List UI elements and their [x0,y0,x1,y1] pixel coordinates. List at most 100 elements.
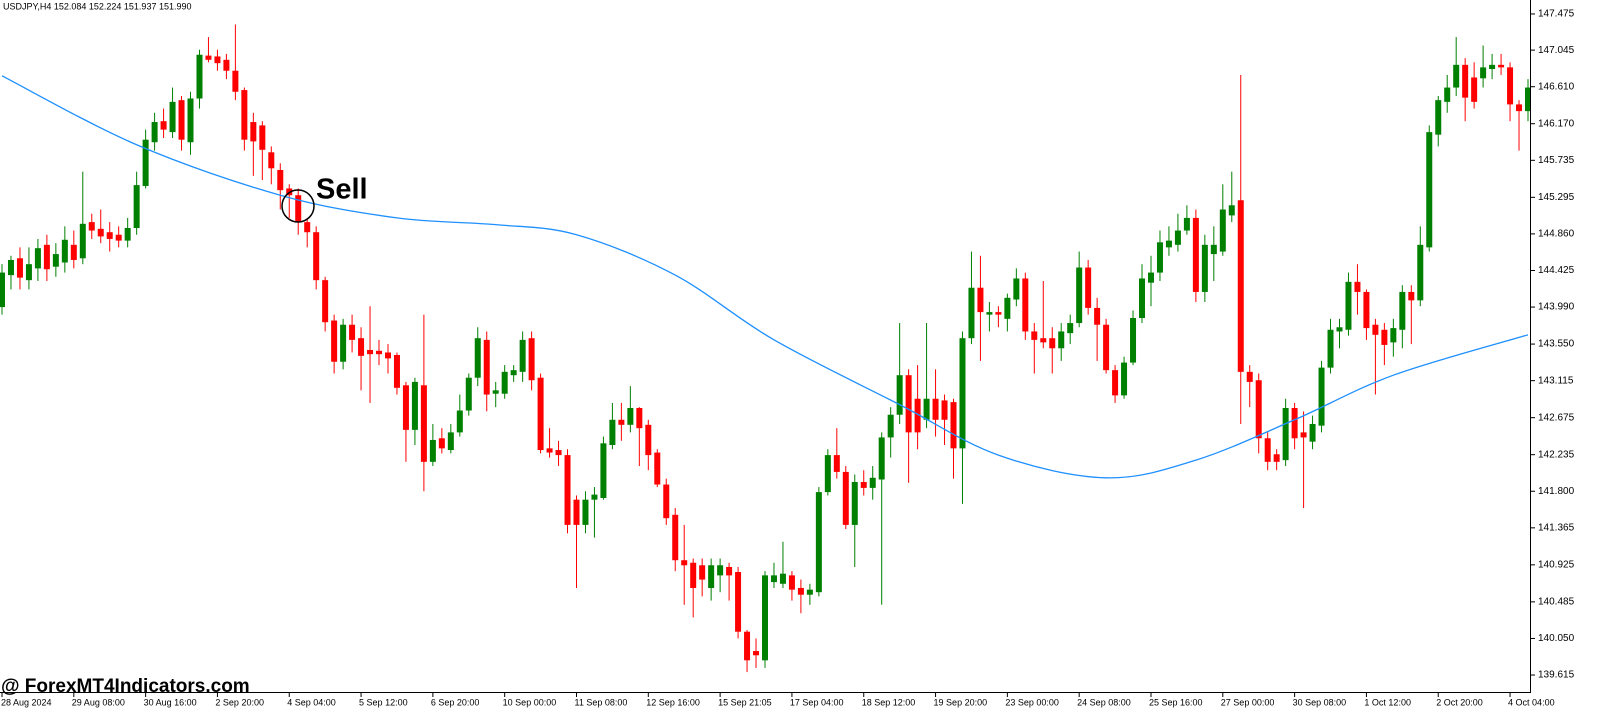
candle-body [824,455,831,493]
candle-body [205,55,212,60]
candle-body [1237,200,1244,372]
candle-body [1408,291,1415,301]
y-tick-label: 142.675 [1538,412,1575,423]
x-tick-label: 24 Sep 08:00 [1077,697,1131,707]
candle-body [735,572,742,632]
candle-body [295,195,302,223]
candle-body [1219,209,1226,252]
candle-body [501,371,508,394]
candle-body [797,587,804,595]
candle-body [636,407,643,429]
candle-body [393,355,400,388]
candle-body [340,324,347,362]
candle-body [1462,64,1469,98]
candle-body [465,377,472,411]
x-tick-label: 4 Sep 04:00 [287,697,336,707]
candle-body [1255,380,1262,439]
candle-body [1004,297,1011,319]
candle-body [842,471,849,525]
candle-body [717,565,724,576]
y-tick-label: 140.925 [1538,559,1575,570]
candle-body [591,494,598,500]
candle-body [519,339,526,372]
candle-body [1192,217,1199,292]
candle-body [1130,318,1137,363]
candle-body [968,287,975,339]
candle-body [896,375,903,415]
candle-body [474,338,481,378]
y-tick-label: 143.550 [1538,339,1575,350]
candle-body [331,320,338,362]
candle-body [1525,87,1531,112]
candle-body [196,54,203,99]
x-tick-label: 2 Oct 20:00 [1436,697,1483,707]
candle-body [510,370,517,376]
candle-body [860,482,867,488]
candle-body [178,100,185,140]
x-tick-label: 1 Oct 12:00 [1364,697,1411,707]
candle-body [788,575,795,590]
candle-body [627,407,634,425]
x-tick-label: 11 Sep 08:00 [574,697,627,707]
candle-body [1444,87,1451,102]
y-tick-label: 140.050 [1538,633,1575,644]
candle-body [16,258,23,278]
candle-body [1507,67,1514,105]
candle-body [663,484,670,519]
x-tick-label: 27 Sep 00:00 [1221,697,1275,707]
candle-body [1426,132,1433,248]
candle-body [887,414,894,438]
candle-body [645,424,652,456]
candle-body [358,338,365,356]
candle-body [492,390,499,394]
candle-body [384,352,391,359]
candle-body [1489,64,1496,70]
candle-body [52,254,59,267]
candle-body [555,450,562,456]
candle-body [411,381,418,430]
candle-body [914,398,921,433]
candle-body [456,410,463,433]
candle-body [61,239,68,263]
candle-body [1480,67,1487,79]
candle-body [1435,100,1442,135]
candle-body [1076,267,1083,324]
x-tick-label: 12 Sep 16:00 [646,697,700,707]
y-tick-label: 140.485 [1538,596,1575,607]
candle-body [232,70,239,92]
candle-body [34,248,41,269]
x-tick-label: 2 Sep 20:00 [215,697,264,707]
candle-body [986,312,993,315]
candle-body [1327,329,1334,368]
candle-body [1381,329,1388,345]
candle-body [681,560,688,566]
candle-body [770,575,777,583]
candle-body [70,244,77,260]
x-tick-label: 6 Sep 20:00 [431,697,480,707]
signal-circle [281,189,315,223]
x-tick-label: 25 Sep 16:00 [1149,697,1203,707]
candle-body [1309,423,1316,442]
candle-body [268,152,275,169]
candle-body [313,232,320,281]
candle-body [779,573,786,584]
candle-body [160,121,167,130]
candle-body [1013,278,1020,300]
candle-body [941,400,948,420]
candle-body [1471,77,1478,102]
candle-body [376,350,383,355]
x-tick-label: 17 Sep 04:00 [790,697,844,707]
x-tick-label: 29 Aug 08:00 [72,697,125,707]
candle-body [1174,230,1181,245]
candle-body [726,566,733,576]
candle-body [932,398,939,420]
candle-body [564,455,571,525]
candle-body [959,338,966,449]
candle-body [1156,242,1163,273]
candle-body [546,448,553,453]
candle-body [1291,407,1298,439]
candle-body [806,589,813,595]
candle-body [815,492,822,593]
candle-body [923,398,930,420]
candle-body [88,222,95,231]
